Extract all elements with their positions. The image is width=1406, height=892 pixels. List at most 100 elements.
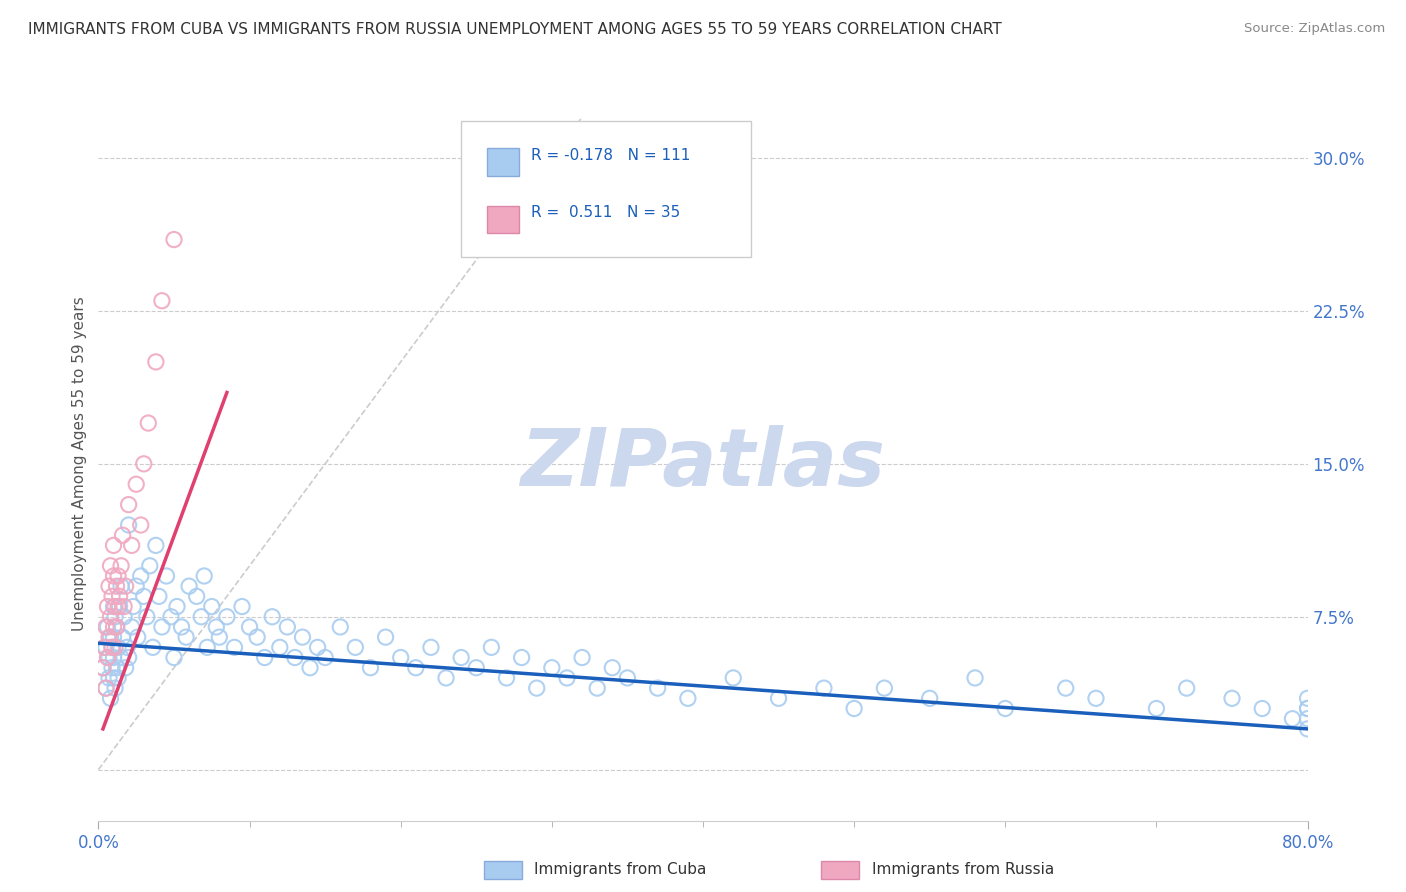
Point [224, 640, 246, 655]
Point [540, 661, 562, 675]
Point [329, 620, 352, 634]
FancyBboxPatch shape [461, 121, 751, 257]
Text: R = -0.178   N = 111: R = -0.178 N = 111 [531, 148, 690, 163]
Y-axis label: Unemployment Among Ages 55 to 59 years: Unemployment Among Ages 55 to 59 years [72, 296, 87, 632]
Point [918, 691, 941, 706]
Point [94, 681, 117, 695]
Point [110, 579, 132, 593]
Point [1296, 691, 1319, 706]
Point [129, 569, 152, 583]
Point [103, 650, 125, 665]
Point [434, 671, 457, 685]
Point [125, 579, 148, 593]
Point [127, 630, 149, 644]
Point [107, 671, 129, 685]
Point [103, 538, 125, 552]
Point [201, 599, 224, 614]
Point [98, 630, 121, 644]
Point [105, 579, 128, 593]
Text: R =  0.511   N = 35: R = 0.511 N = 35 [531, 205, 681, 220]
Point [1220, 691, 1243, 706]
Point [1251, 701, 1274, 715]
Point [136, 416, 159, 430]
Point [160, 609, 183, 624]
Point [98, 579, 121, 593]
Point [150, 293, 173, 308]
Point [118, 650, 141, 665]
Point [108, 590, 131, 604]
Point [103, 620, 125, 634]
Point [586, 681, 609, 695]
Point [103, 671, 125, 685]
Point [405, 661, 427, 675]
Point [205, 620, 228, 634]
Point [139, 558, 162, 573]
Point [481, 640, 503, 655]
Point [163, 650, 186, 665]
Point [104, 640, 127, 655]
Point [93, 640, 115, 655]
Point [103, 569, 125, 583]
Point [1296, 712, 1319, 726]
Point [284, 650, 307, 665]
Point [103, 630, 125, 644]
Text: IMMIGRANTS FROM CUBA VS IMMIGRANTS FROM RUSSIA UNEMPLOYMENT AMONG AGES 55 TO 59 : IMMIGRANTS FROM CUBA VS IMMIGRANTS FROM … [28, 22, 1002, 37]
Point [125, 477, 148, 491]
Point [105, 620, 128, 634]
Point [676, 691, 699, 706]
Point [616, 671, 638, 685]
Point [104, 599, 127, 614]
Point [262, 609, 284, 624]
Point [100, 630, 122, 644]
Point [208, 630, 231, 644]
Point [107, 599, 129, 614]
Point [112, 599, 135, 614]
Point [122, 599, 145, 614]
Point [166, 599, 188, 614]
Point [307, 640, 329, 655]
Point [1296, 722, 1319, 736]
Point [344, 640, 367, 655]
Point [246, 630, 269, 644]
Point [114, 661, 136, 675]
Point [510, 650, 533, 665]
Point [299, 661, 322, 675]
Text: Immigrants from Russia: Immigrants from Russia [872, 863, 1054, 877]
Point [389, 650, 412, 665]
Point [91, 661, 114, 675]
Text: Source: ZipAtlas.com: Source: ZipAtlas.com [1244, 22, 1385, 36]
Point [105, 661, 128, 675]
Point [602, 661, 624, 675]
Point [91, 661, 114, 675]
Point [118, 518, 141, 533]
Point [1296, 701, 1319, 715]
Point [215, 609, 238, 624]
Point [107, 640, 129, 655]
Point [135, 609, 157, 624]
Point [100, 609, 122, 624]
Point [526, 681, 548, 695]
Point [105, 620, 128, 634]
Point [94, 640, 117, 655]
Point [114, 579, 136, 593]
Text: ZIPatlas: ZIPatlas [520, 425, 886, 503]
Point [100, 691, 122, 706]
Point [108, 599, 131, 614]
Point [465, 661, 488, 675]
Point [107, 569, 129, 583]
Point [419, 640, 441, 655]
Point [647, 681, 669, 695]
Point [555, 671, 578, 685]
Point [1175, 681, 1198, 695]
Point [314, 650, 336, 665]
Point [96, 620, 118, 634]
Point [186, 590, 208, 604]
Point [148, 590, 170, 604]
Point [101, 661, 124, 675]
Point [145, 355, 167, 369]
Point [150, 620, 173, 634]
Point [96, 599, 118, 614]
Point [571, 650, 593, 665]
Point [101, 590, 124, 604]
Point [844, 701, 866, 715]
